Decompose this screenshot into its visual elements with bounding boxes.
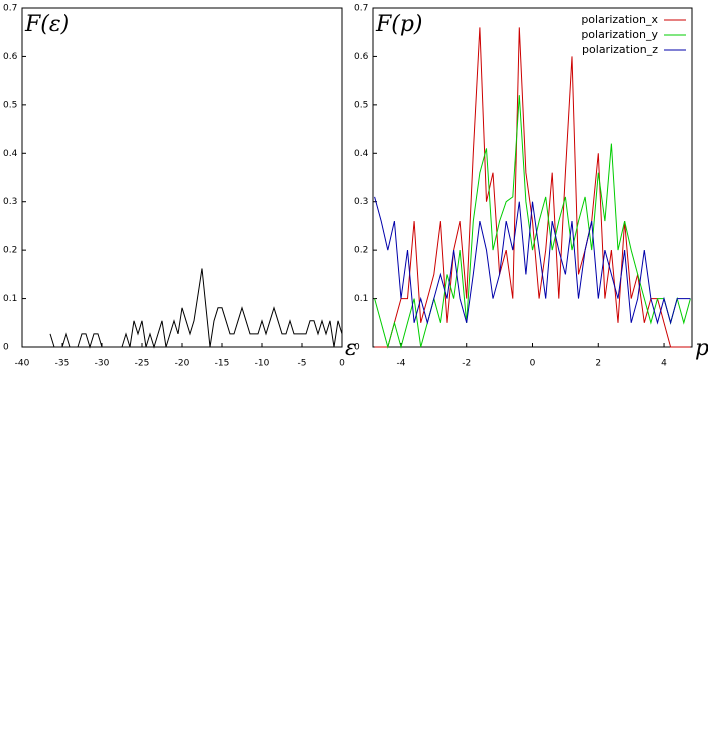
y-tick-label: 0.3 <box>354 197 368 207</box>
y-tick-label: 0.5 <box>354 100 368 110</box>
x-tick-label: -25 <box>135 359 150 369</box>
y-tick-label: 0 <box>3 343 9 353</box>
y-tick-label: 0.6 <box>354 52 369 62</box>
legend-label: polarization_x <box>581 13 658 26</box>
x-tick-label: -30 <box>95 359 110 369</box>
x-tick-label: -2 <box>462 359 471 369</box>
y-tick-label: 0.2 <box>354 246 368 256</box>
x-tick-label: -4 <box>396 359 405 369</box>
y-tick-label: 0 <box>354 343 360 353</box>
x-axis-label: p <box>695 336 708 361</box>
y-tick-label: 0.1 <box>354 294 368 304</box>
x-tick-label: -35 <box>55 359 70 369</box>
legend-label: polarization_y <box>581 28 658 41</box>
y-tick-label: 0.3 <box>3 197 17 207</box>
y-tick-label: 0.7 <box>354 4 368 14</box>
y-tick-label: 0.2 <box>3 246 17 256</box>
y-tick-label: 0.5 <box>3 100 17 110</box>
x-tick-label: 4 <box>661 359 667 369</box>
data-line <box>374 27 691 348</box>
x-axis-label: ε <box>345 336 357 361</box>
x-tick-label: -40 <box>15 359 30 369</box>
y-axis-label: F(p) <box>375 12 423 37</box>
y-tick-label: 0.6 <box>3 52 18 62</box>
data-line <box>49 268 343 349</box>
x-tick-label: 2 <box>595 359 601 369</box>
y-tick-label: 0.4 <box>3 149 18 159</box>
x-tick-label: -10 <box>255 359 270 369</box>
y-tick-label: 0.1 <box>3 294 17 304</box>
x-tick-label: 0 <box>339 359 345 369</box>
y-tick-label: 0.4 <box>354 149 369 159</box>
x-tick-label: -5 <box>298 359 307 369</box>
y-tick-label: 0.7 <box>3 4 17 14</box>
plot-frame <box>21 7 343 348</box>
x-tick-label: -20 <box>175 359 190 369</box>
data-line <box>374 196 691 325</box>
x-tick-label: -15 <box>215 359 230 369</box>
x-tick-label: 0 <box>530 359 536 369</box>
y-axis-label: F(ε) <box>24 12 69 37</box>
legend-label: polarization_z <box>582 43 658 56</box>
